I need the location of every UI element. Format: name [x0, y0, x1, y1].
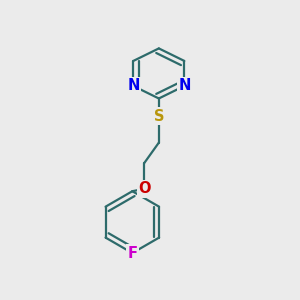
- Text: O: O: [138, 182, 150, 196]
- Text: F: F: [127, 246, 137, 261]
- Text: N: N: [127, 79, 140, 94]
- Text: N: N: [178, 79, 190, 94]
- Text: S: S: [154, 109, 164, 124]
